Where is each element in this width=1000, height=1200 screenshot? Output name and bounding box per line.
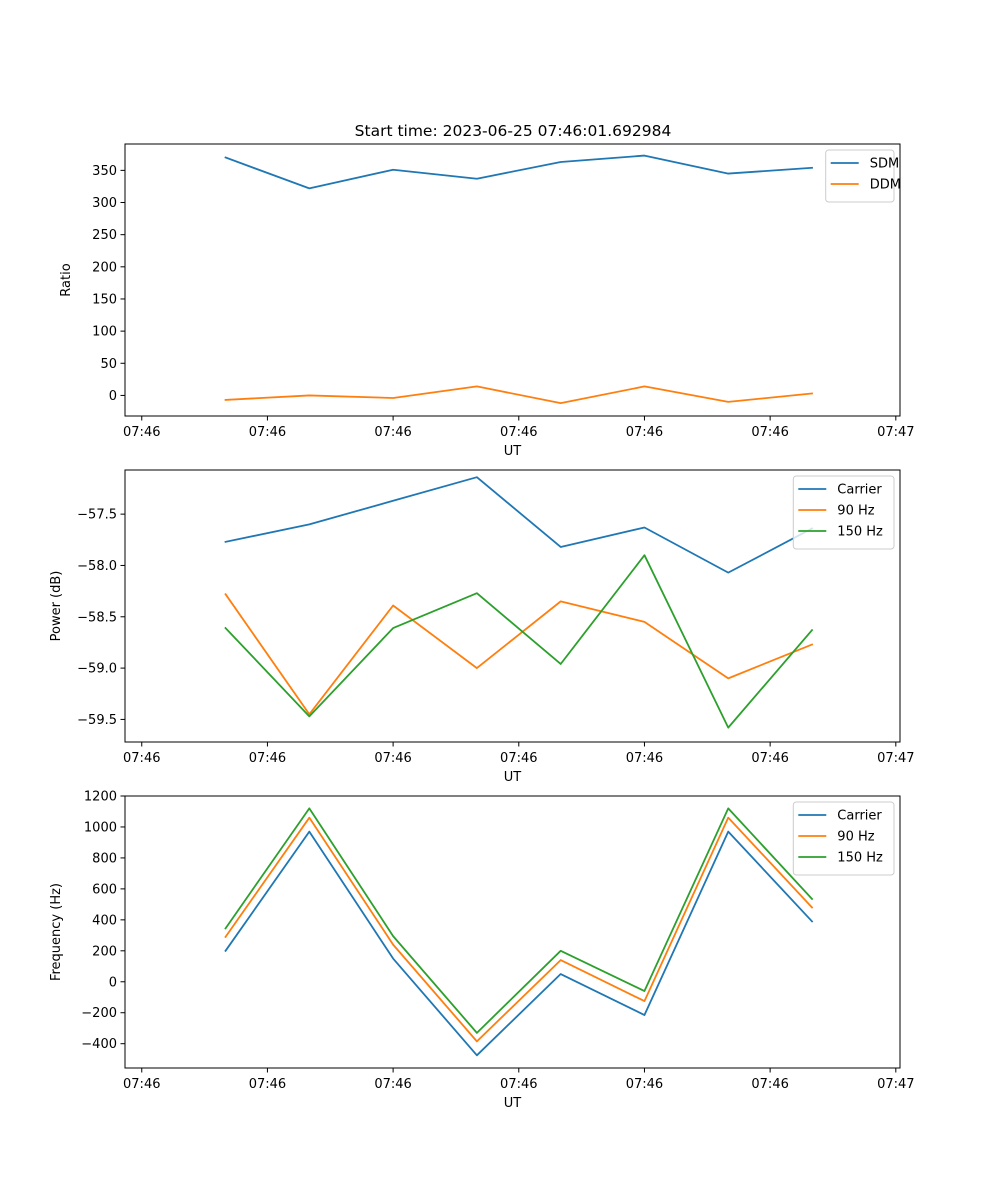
axes-frame-frequency [124,795,901,1069]
x-tick-label: 07:46 [123,751,160,766]
x-tick-label: 07:46 [751,425,788,440]
axes-frame-ratio [124,143,901,417]
legend-entry: Carrier [837,809,882,824]
y-tick-label: 1200 [84,790,117,805]
y-tick-label: −58.0 [77,559,117,574]
legend-entry: 90 Hz [837,504,874,519]
y-tick-label: 600 [92,882,117,897]
y-tick-label: 800 [92,851,117,866]
legend-entry: 90 Hz [837,830,874,845]
y-tick-label: −59.5 [77,713,117,728]
series-line-power-carrier [224,476,814,574]
y-tick-label: 150 [92,292,117,307]
legend-entry: SDM [870,157,899,172]
series-line-frequency-150-hz [224,807,814,1034]
x-tick-label: 07:46 [500,1077,537,1092]
x-tick-label: 07:46 [249,425,286,440]
y-tick-label: 200 [92,260,117,275]
x-tick-label: 07:47 [877,751,914,766]
legend-entry: Carrier [837,483,882,498]
x-tick-label: 07:46 [626,1077,663,1092]
y-tick-label: 0 [109,389,117,404]
x-tick-label: 07:46 [374,1077,411,1092]
subplot-ratio: 07:46 07:46 07:46 07:46 07:46 07:46 07:47 0 50 10… [59,143,915,459]
x-tick-label: 07:46 [249,751,286,766]
series-line-power-150-hz [224,554,814,729]
x-tick-label: 07:46 [751,751,788,766]
x-tick-label: 07:47 [877,425,914,440]
y-tick-label: −57.5 [77,508,117,523]
y-tick-label: 1000 [84,820,117,835]
axes-frame-power [124,469,901,743]
y-tick-label: −200 [81,1006,117,1021]
x-tick-label: 07:46 [751,1077,788,1092]
subplot-power: 07:46 07:46 07:46 07:46 07:46 07:46 07:47 −59.5… [49,469,915,785]
x-axis-label: UT [504,1096,522,1111]
series-line-ratio-ddm [224,385,814,405]
legend-power: Carrier 90 Hz 150 Hz [792,475,895,550]
legend-entry: 150 Hz [837,851,883,866]
x-axis-label: UT [504,770,522,785]
y-axis-label: Power (dB) [49,571,64,642]
series-line-power-90-hz [224,592,814,716]
figure-title: Start time: 2023-06-25 07:46:01.692984 [355,122,672,140]
y-tick-label: 300 [92,196,117,211]
series-line-ratio-sdm [224,154,813,190]
y-tick-label: 100 [92,325,117,340]
y-tick-label: 250 [92,228,117,243]
y-tick-label: 200 [92,944,117,959]
legend-entry: DDM [870,178,901,193]
y-tick-label: −400 [81,1037,117,1052]
x-tick-label: 07:46 [374,425,411,440]
x-tick-label: 07:46 [500,751,537,766]
x-tick-label: 07:47 [877,1077,914,1092]
y-tick-label: 0 [109,975,117,990]
y-axis-label: Frequency (Hz) [49,883,64,981]
y-tick-label: −59.0 [77,662,117,677]
series-line-frequency-carrier [224,830,814,1057]
x-tick-label: 07:46 [123,1077,160,1092]
subplot-frequency: 07:46 07:46 07:46 07:46 07:46 07:46 07:47 −400 −… [49,790,915,1112]
subplots: 07:46 07:46 07:46 07:46 07:46 07:46 07:47 0 50 10… [49,143,915,1112]
x-tick-label: 07:46 [500,425,537,440]
y-tick-label: 350 [92,164,117,179]
legend-frequency: Carrier 90 Hz 150 Hz [792,801,895,876]
x-tick-label: 07:46 [374,751,411,766]
series-line-frequency-90-hz [224,816,814,1043]
y-axis-label: Ratio [59,263,74,296]
legend-ratio: SDM DDM [825,149,901,203]
legend-entry: 150 Hz [837,525,883,540]
x-tick-label: 07:46 [249,1077,286,1092]
x-tick-label: 07:46 [123,425,160,440]
y-tick-label: −58.5 [77,610,117,625]
y-tick-label: 50 [100,357,117,372]
x-tick-label: 07:46 [626,425,663,440]
x-tick-label: 07:46 [626,751,663,766]
x-axis-label: UT [504,444,522,459]
y-tick-label: 400 [92,913,117,928]
